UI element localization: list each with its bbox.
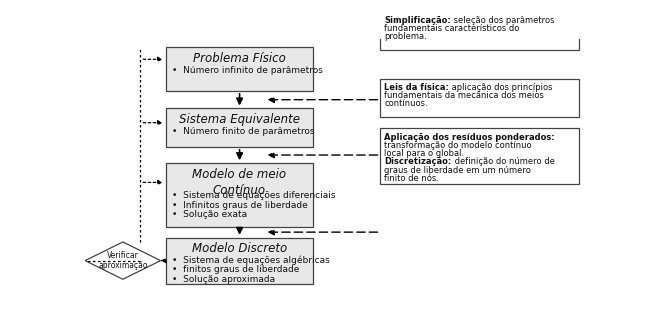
Text: problema.: problema. (384, 32, 427, 41)
FancyBboxPatch shape (165, 109, 313, 147)
Text: •  finitos graus de liberdade: • finitos graus de liberdade (171, 265, 299, 274)
Text: local para o global.: local para o global. (384, 149, 465, 158)
Text: graus de liberdade em um número: graus de liberdade em um número (384, 166, 532, 175)
Text: Aplicação dos resíduos ponderados:: Aplicação dos resíduos ponderados: (384, 133, 555, 142)
Text: contínuos.: contínuos. (384, 99, 428, 109)
Text: Modelo de meio
Contínuo: Modelo de meio Contínuo (193, 168, 287, 197)
Text: fundamentais característicos do: fundamentais característicos do (384, 24, 520, 33)
FancyBboxPatch shape (165, 163, 313, 226)
Text: transformação do modelo contínuo: transformação do modelo contínuo (384, 141, 532, 150)
Text: definição do número de: definição do número de (452, 157, 554, 166)
Text: Sistema Equivalente: Sistema Equivalente (179, 113, 300, 126)
Text: Problema Físico: Problema Físico (193, 52, 286, 65)
Text: aplicação dos princípios: aplicação dos princípios (449, 83, 553, 92)
Text: finito de nós.: finito de nós. (384, 174, 439, 183)
Text: Verificar
aproximação: Verificar aproximação (98, 251, 147, 270)
Text: Simplificação:: Simplificação: (384, 16, 451, 25)
FancyBboxPatch shape (380, 11, 579, 50)
Text: Leis da física:: Leis da física: (384, 83, 449, 92)
FancyBboxPatch shape (380, 128, 579, 184)
Text: Discretização:: Discretização: (384, 157, 452, 166)
Text: •  Infinitos graus de liberdade: • Infinitos graus de liberdade (171, 201, 308, 210)
FancyBboxPatch shape (165, 238, 313, 284)
FancyBboxPatch shape (380, 78, 579, 117)
Text: •  Solução exata: • Solução exata (171, 210, 247, 219)
Polygon shape (85, 242, 160, 279)
Text: •  Número finito de parâmetros: • Número finito de parâmetros (171, 127, 314, 136)
Text: •  Número infinito de parâmetros: • Número infinito de parâmetros (171, 66, 323, 75)
Text: seleção dos parâmetros: seleção dos parâmetros (451, 16, 555, 25)
Text: •  Solução aproximada: • Solução aproximada (171, 275, 275, 284)
Text: fundamentais da mecânica dos meios: fundamentais da mecânica dos meios (384, 91, 545, 100)
Text: •  Sistema de equações diferenciais: • Sistema de equações diferenciais (171, 191, 335, 200)
FancyBboxPatch shape (165, 47, 313, 91)
Text: Modelo Discreto: Modelo Discreto (192, 242, 288, 255)
Text: •  Sistema de equações algébricas: • Sistema de equações algébricas (171, 256, 330, 266)
